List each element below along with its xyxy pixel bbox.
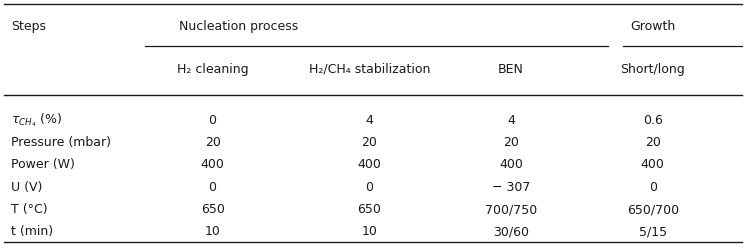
Text: 20: 20	[361, 136, 377, 149]
Text: U (V): U (V)	[11, 181, 43, 194]
Text: 20: 20	[645, 136, 661, 149]
Text: BEN: BEN	[498, 63, 524, 76]
Text: Steps: Steps	[11, 20, 46, 32]
Text: 5/15: 5/15	[639, 225, 667, 238]
Text: 0: 0	[649, 181, 656, 194]
Text: H₂ cleaning: H₂ cleaning	[177, 63, 248, 76]
Text: 400: 400	[499, 158, 523, 171]
Text: 10: 10	[204, 225, 221, 238]
Text: Nucleation process: Nucleation process	[179, 20, 298, 32]
Text: H₂/CH₄ stabilization: H₂/CH₄ stabilization	[309, 63, 430, 76]
Text: − 307: − 307	[492, 181, 530, 194]
Text: 650/700: 650/700	[627, 203, 679, 216]
Text: 650: 650	[357, 203, 381, 216]
Text: t (min): t (min)	[11, 225, 53, 238]
Text: 400: 400	[641, 158, 665, 171]
Text: 4: 4	[366, 114, 373, 127]
Text: 20: 20	[503, 136, 519, 149]
Text: 400: 400	[201, 158, 225, 171]
Text: Pressure (mbar): Pressure (mbar)	[11, 136, 111, 149]
Text: 20: 20	[204, 136, 221, 149]
Text: Short/long: Short/long	[621, 63, 685, 76]
Text: 0: 0	[209, 114, 216, 127]
Text: 10: 10	[361, 225, 377, 238]
Text: 0.6: 0.6	[643, 114, 662, 127]
Text: Growth: Growth	[630, 20, 675, 32]
Text: 0: 0	[366, 181, 373, 194]
Text: 400: 400	[357, 158, 381, 171]
Text: 650: 650	[201, 203, 225, 216]
Text: T (°C): T (°C)	[11, 203, 48, 216]
Text: 30/60: 30/60	[493, 225, 529, 238]
Text: $\tau_{CH_4}$ (%): $\tau_{CH_4}$ (%)	[11, 112, 63, 129]
Text: Power (W): Power (W)	[11, 158, 75, 171]
Text: 0: 0	[209, 181, 216, 194]
Text: 700/750: 700/750	[485, 203, 537, 216]
Text: 4: 4	[507, 114, 515, 127]
